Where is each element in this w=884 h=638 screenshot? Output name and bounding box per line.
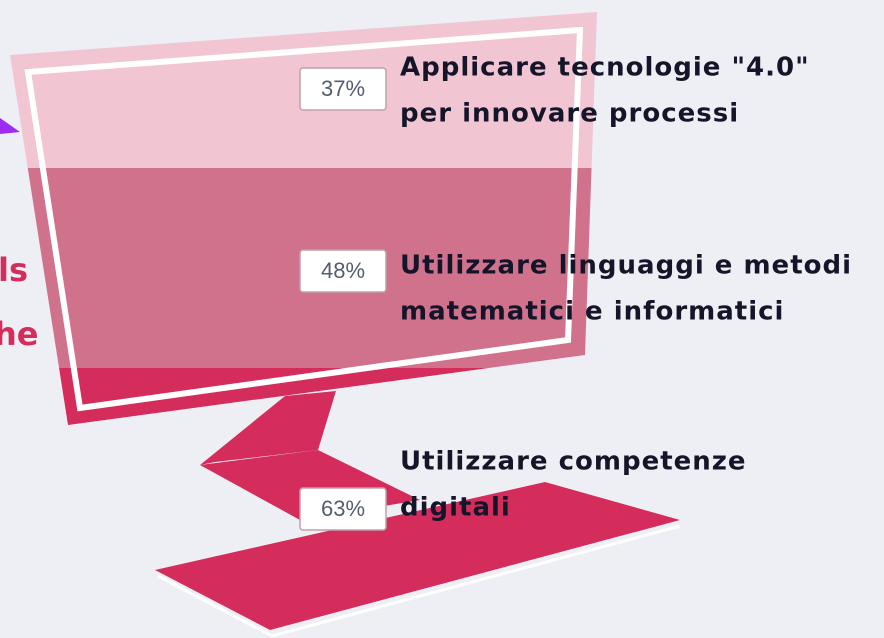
item-label: matematici e informatici (400, 297, 784, 327)
percent-label: 37% (321, 76, 365, 101)
item-label: digitali (400, 493, 511, 523)
base-edge (157, 524, 681, 638)
item-label: Utilizzare linguaggi e metodi (400, 251, 852, 281)
item-label: Utilizzare competenze (400, 447, 747, 477)
fragment: ls (0, 251, 28, 289)
screen-border (24, 26, 584, 412)
arrow-tip (0, 118, 20, 134)
item-label: per innovare processi (400, 99, 739, 129)
stand-neck (200, 391, 336, 465)
item-label: Applicare tecnologie "4.0" (400, 53, 810, 83)
percent-box (299, 249, 387, 293)
percent-box (299, 67, 387, 111)
fragment: he (0, 315, 38, 353)
percent-label: 48% (321, 258, 365, 283)
percent-label: 63% (321, 496, 365, 521)
stand-base (155, 482, 680, 630)
percent-box (299, 487, 387, 531)
